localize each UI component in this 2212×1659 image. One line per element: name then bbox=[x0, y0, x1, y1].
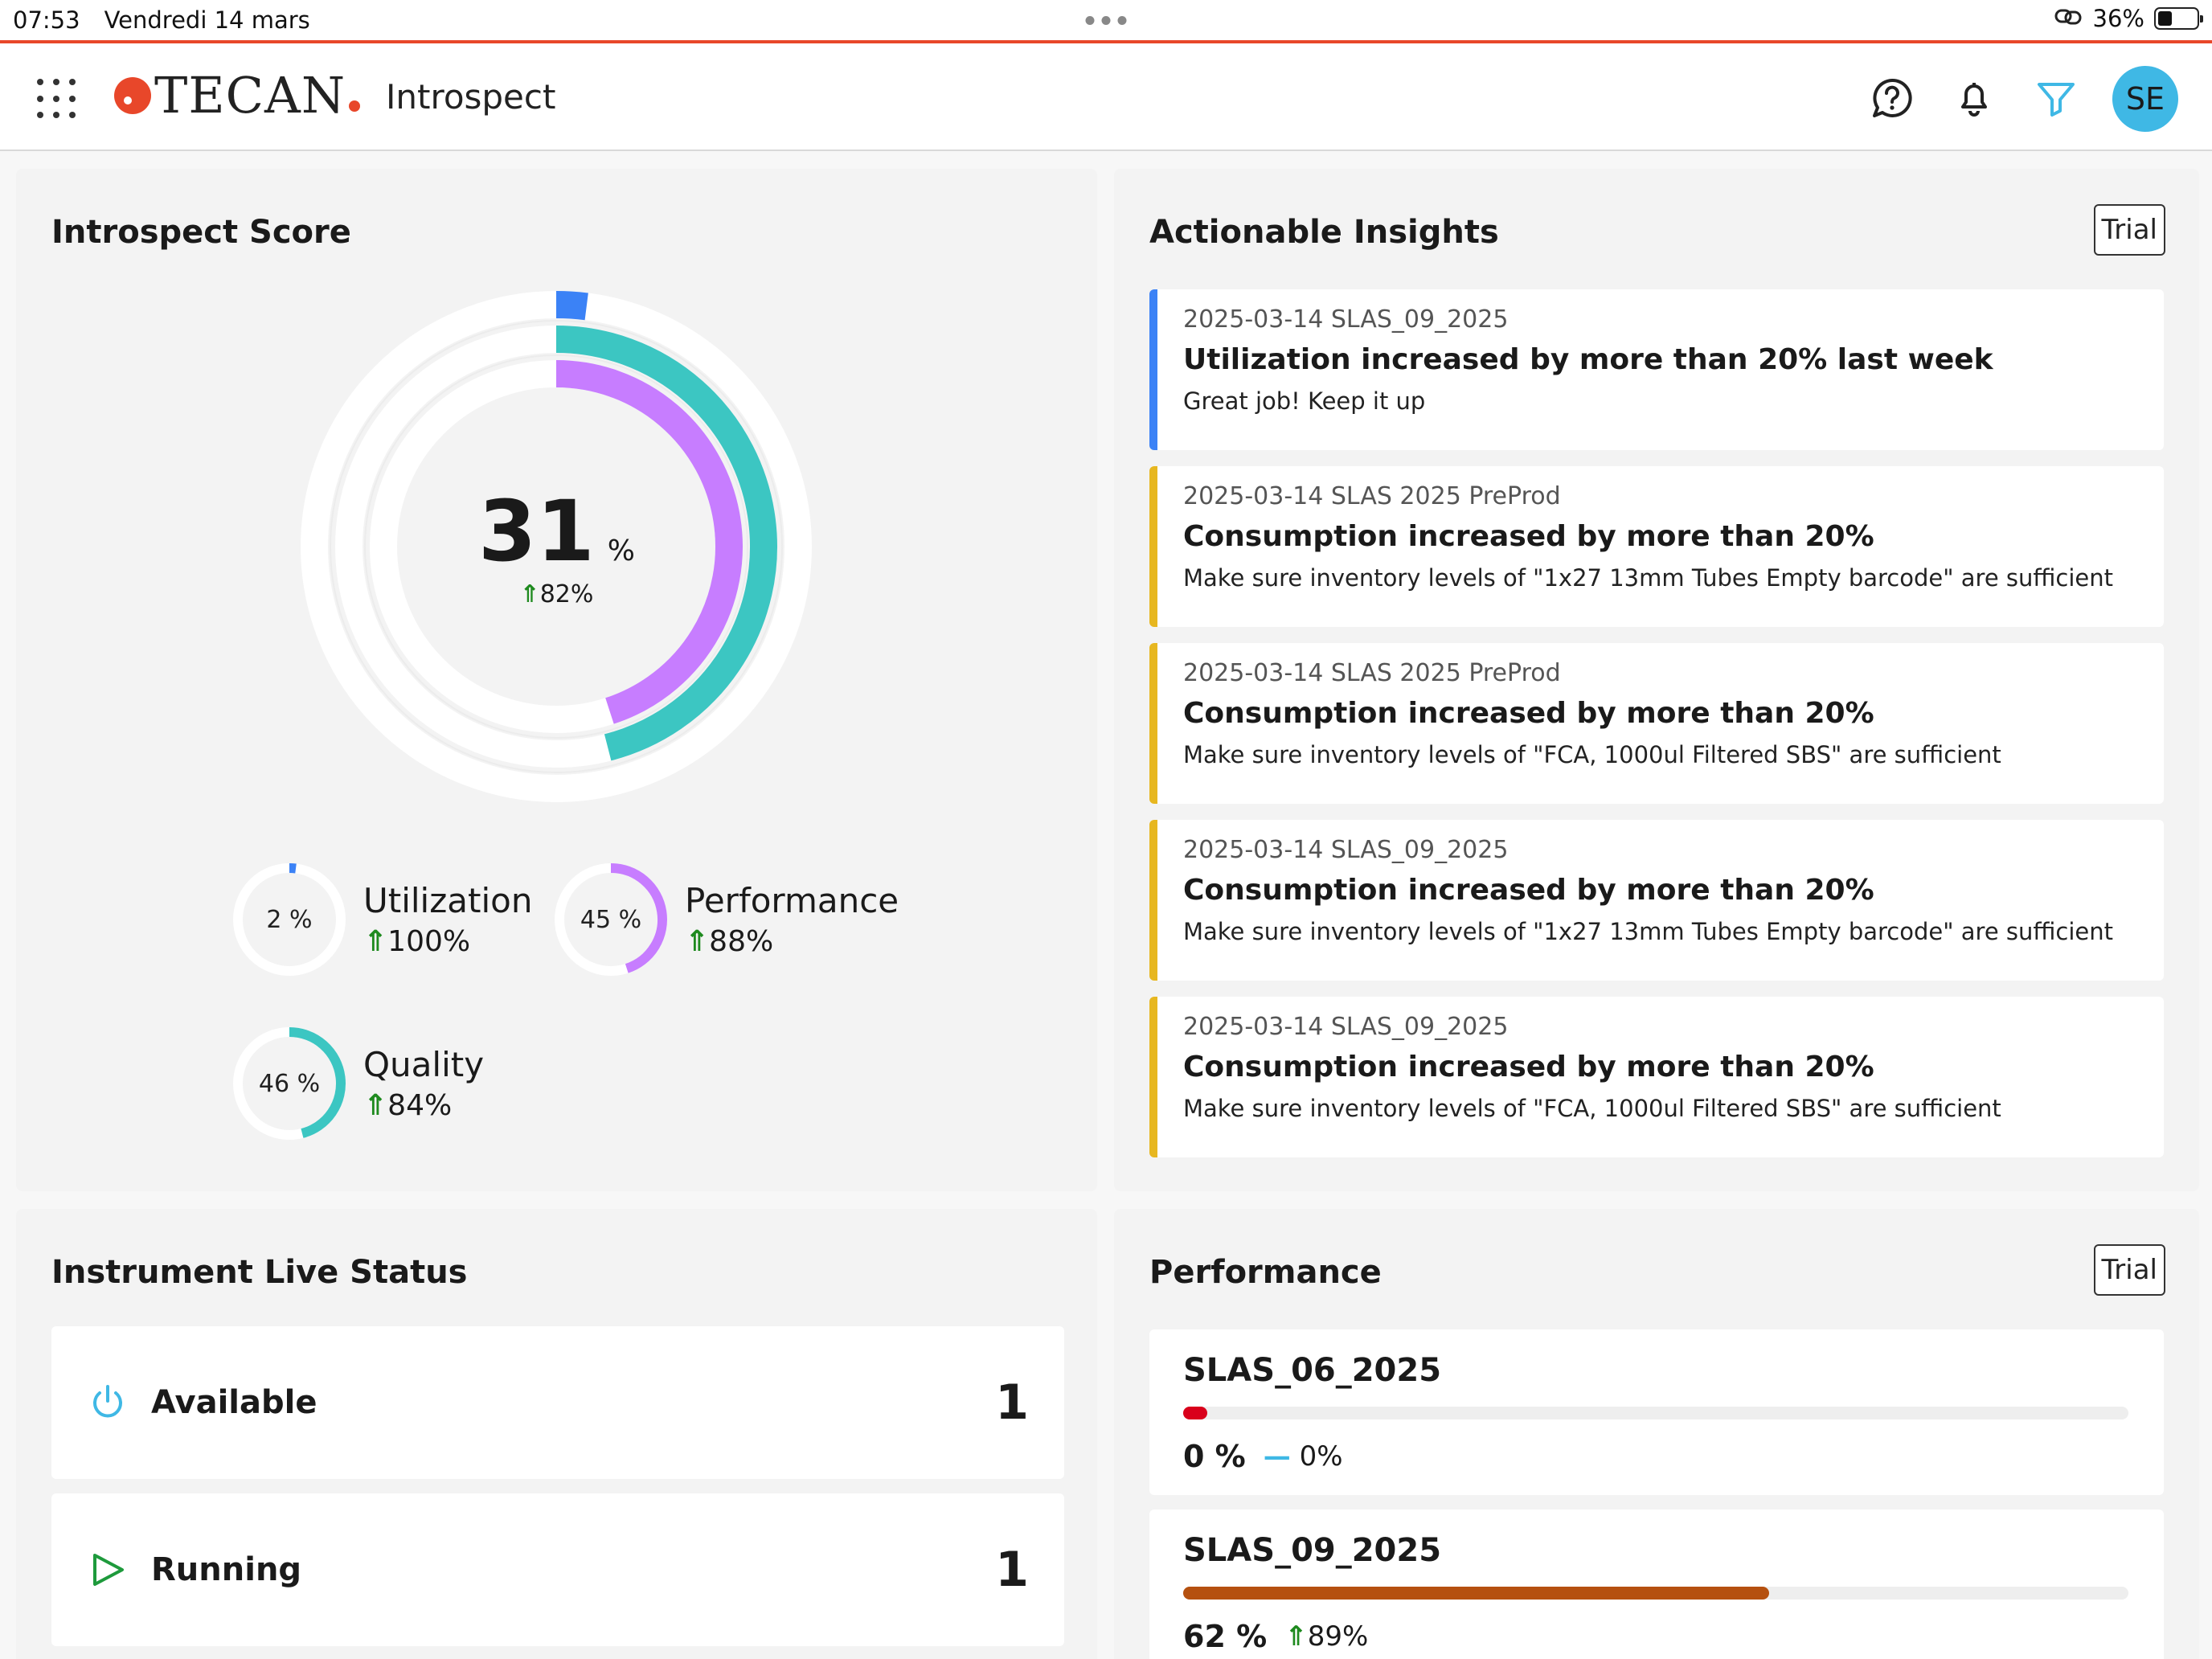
insight-description: Make sure inventory levels of "1x27 13mm… bbox=[1183, 564, 2114, 592]
bell-icon[interactable] bbox=[1948, 72, 2000, 124]
status-row-available[interactable]: Available 1 bbox=[51, 1326, 1064, 1479]
performance-mini-ring bbox=[555, 863, 667, 976]
performance-metric[interactable]: 45 % Performance ⇑88% bbox=[553, 862, 899, 977]
instrument-live-status-card: Instrument Live Status Available 1 Runni… bbox=[16, 1209, 1097, 1659]
status-label: Running bbox=[151, 1551, 302, 1588]
insight-meta: 2025-03-14 SLAS_09_2025 bbox=[1183, 305, 1509, 334]
insight-description: Make sure inventory levels of "FCA, 1000… bbox=[1183, 1095, 2001, 1122]
performance-progress-bar bbox=[1183, 1587, 2128, 1600]
insight-title: Utilization increased by more than 20% l… bbox=[1183, 343, 1993, 376]
utilization-value: 2 % bbox=[266, 905, 313, 934]
help-chat-icon[interactable] bbox=[1866, 72, 1918, 124]
insight-item[interactable]: 2025-03-14 SLAS_09_2025 Consumption incr… bbox=[1149, 997, 2164, 1157]
performance-item[interactable]: SLAS_06_2025 0 % — 0% bbox=[1149, 1329, 2164, 1495]
status-count: 1 bbox=[995, 1542, 1029, 1598]
instrument-name: SLAS_06_2025 bbox=[1183, 1352, 1442, 1389]
insight-item[interactable]: 2025-03-14 SLAS_09_2025 Consumption incr… bbox=[1149, 820, 2164, 981]
quality-metric[interactable]: 46 % Quality ⇑84% bbox=[231, 1026, 484, 1141]
trial-badge[interactable]: Trial bbox=[2093, 1244, 2165, 1296]
introspect-score-card: Introspect Score 31% ⇑82% 2 % Utilizatio… bbox=[16, 169, 1097, 1191]
performance-value: 0 % bbox=[1183, 1439, 1246, 1474]
performance-change: — 0% bbox=[1263, 1440, 1343, 1473]
play-icon bbox=[87, 1549, 129, 1591]
utilization-arc bbox=[555, 291, 588, 321]
status-date: Vendredi 14 mars bbox=[104, 6, 310, 34]
performance-card: Performance Trial SLAS_06_2025 0 % — 0% … bbox=[1114, 1209, 2199, 1659]
status-label: Available bbox=[151, 1384, 317, 1421]
arrow-up-icon: ⇑ bbox=[1284, 1620, 1308, 1653]
quality-value: 46 % bbox=[258, 1069, 321, 1098]
insight-meta: 2025-03-14 SLAS 2025 PreProd bbox=[1183, 659, 1561, 687]
battery-icon bbox=[2154, 7, 2203, 30]
quality-label: Quality bbox=[363, 1045, 485, 1084]
card-title: Actionable Insights bbox=[1149, 214, 1499, 251]
quality-mini-arc bbox=[289, 1027, 346, 1138]
insight-meta: 2025-03-14 SLAS_09_2025 bbox=[1183, 1013, 1509, 1041]
link-icon bbox=[2054, 5, 2083, 32]
arrow-up-icon: ⇑ bbox=[685, 925, 710, 958]
trend-flat-icon: — bbox=[1263, 1440, 1291, 1473]
score-value-group: 31% bbox=[16, 482, 1097, 580]
arrow-up-icon: ⇑ bbox=[519, 580, 540, 608]
insight-meta: 2025-03-14 SLAS_09_2025 bbox=[1183, 836, 1509, 864]
status-row-running[interactable]: Running 1 bbox=[51, 1493, 1064, 1646]
utilization-label: Utilization bbox=[363, 881, 533, 920]
card-title: Instrument Live Status bbox=[51, 1254, 468, 1291]
utilization-metric[interactable]: 2 % Utilization ⇑100% bbox=[231, 862, 532, 977]
quality-change: ⇑84% bbox=[363, 1089, 453, 1122]
utilization-change: ⇑100% bbox=[363, 925, 471, 958]
performance-arc bbox=[555, 360, 743, 724]
performance-progress-fill bbox=[1183, 1407, 1207, 1419]
trial-badge[interactable]: Trial bbox=[2093, 204, 2165, 256]
utilization-mini-arc bbox=[289, 863, 297, 874]
actionable-insights-card: Actionable Insights Trial 2025-03-14 SLA… bbox=[1114, 169, 2199, 1191]
insight-description: Make sure inventory levels of "1x27 13mm… bbox=[1183, 918, 2114, 945]
score-unit: % bbox=[607, 535, 635, 567]
insight-item[interactable]: 2025-03-14 SLAS_09_2025 Utilization incr… bbox=[1149, 289, 2164, 450]
arrow-up-icon: ⇑ bbox=[363, 1089, 388, 1122]
utilization-mini-ring bbox=[233, 863, 346, 976]
arrow-up-icon: ⇑ bbox=[363, 925, 388, 958]
performance-value: 62 % bbox=[1183, 1619, 1268, 1654]
insight-description: Make sure inventory levels of "FCA, 1000… bbox=[1183, 741, 2001, 768]
performance-progress-bar bbox=[1183, 1407, 2128, 1419]
insight-title: Consumption increased by more than 20% bbox=[1183, 697, 1874, 730]
score-change: ⇑82% bbox=[519, 580, 594, 608]
card-title: Introspect Score bbox=[51, 214, 351, 251]
performance-mini-arc bbox=[610, 863, 667, 973]
score-value: 31 bbox=[478, 482, 595, 580]
insight-description: Great job! Keep it up bbox=[1183, 387, 1426, 415]
product-name: Introspect bbox=[386, 77, 556, 117]
insight-item[interactable]: 2025-03-14 SLAS 2025 PreProd Consumption… bbox=[1149, 643, 2164, 804]
quality-mini-ring bbox=[233, 1027, 346, 1140]
performance-progress-fill bbox=[1183, 1587, 1770, 1600]
battery-percent: 36% bbox=[2092, 5, 2144, 32]
tecan-logo[interactable]: TECAN bbox=[114, 66, 361, 125]
performance-item[interactable]: SLAS_09_2025 62 % ⇑89% bbox=[1149, 1509, 2164, 1659]
apps-grid-icon[interactable] bbox=[37, 79, 77, 119]
score-rings-chart bbox=[301, 291, 812, 802]
user-avatar[interactable]: SE bbox=[2112, 66, 2178, 132]
power-icon bbox=[87, 1382, 129, 1423]
insight-title: Consumption increased by more than 20% bbox=[1183, 874, 1874, 907]
performance-label: Performance bbox=[685, 881, 899, 920]
insight-title: Consumption increased by more than 20% bbox=[1183, 1051, 1874, 1083]
insight-meta: 2025-03-14 SLAS 2025 PreProd bbox=[1183, 482, 1561, 510]
quality-arc bbox=[555, 326, 777, 761]
filter-icon[interactable] bbox=[2030, 72, 2082, 124]
status-count: 1 bbox=[995, 1374, 1029, 1431]
app-header: TECAN Introspect SE bbox=[0, 43, 2212, 151]
status-time: 07:53 bbox=[13, 6, 80, 34]
performance-change: ⇑89% bbox=[1284, 1620, 1369, 1653]
performance-value: 45 % bbox=[580, 905, 642, 934]
insight-title: Consumption increased by more than 20% bbox=[1183, 520, 1874, 553]
insight-item[interactable]: 2025-03-14 SLAS 2025 PreProd Consumption… bbox=[1149, 466, 2164, 627]
brand-accent-line bbox=[0, 40, 2212, 43]
performance-change: ⇑88% bbox=[685, 925, 774, 958]
instrument-name: SLAS_09_2025 bbox=[1183, 1532, 1442, 1569]
card-title: Performance bbox=[1149, 1254, 1382, 1291]
multitask-dots-icon[interactable] bbox=[1085, 16, 1127, 25]
device-status-bar: 07:53 Vendredi 14 mars 36% bbox=[0, 0, 2212, 40]
